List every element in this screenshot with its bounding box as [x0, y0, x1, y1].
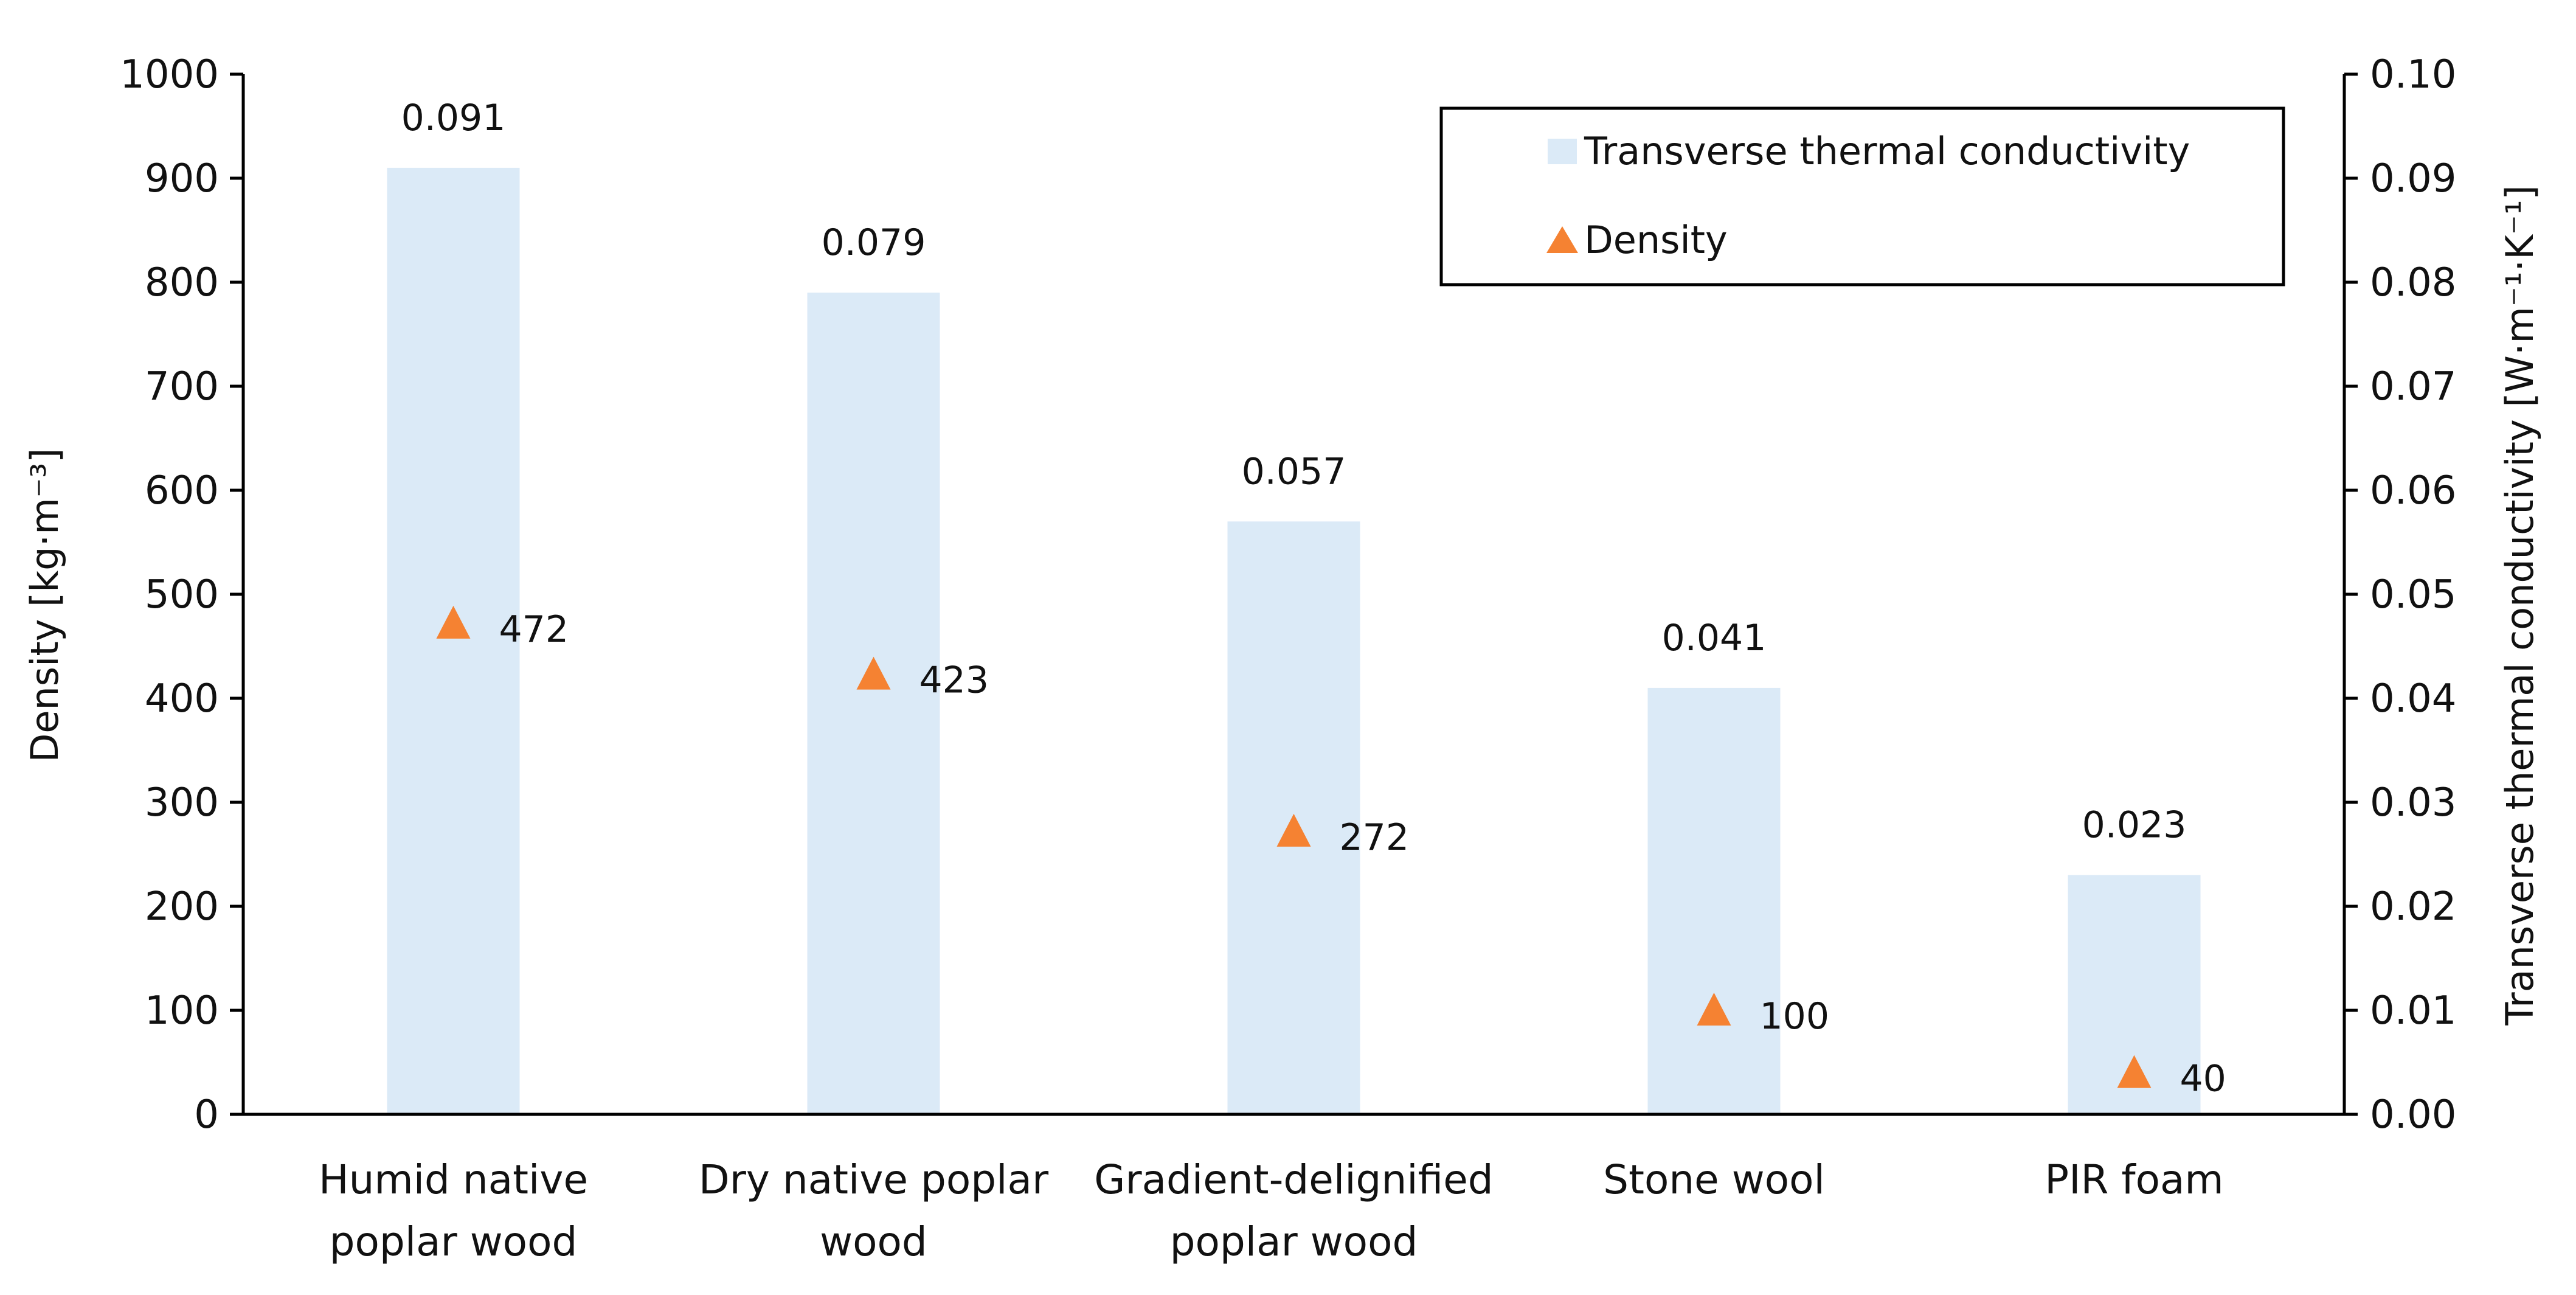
density-marker-1: [436, 605, 471, 639]
bar-value-label-5: 0.023: [2082, 804, 2187, 847]
left-tick-label: 0: [194, 1092, 219, 1137]
density-value-label-2: 423: [919, 659, 989, 702]
data-labels: 0.091 0.079 0.057 0.041 0.023 472 423 272 100 40: [401, 97, 2226, 1100]
right-tick-label: 0.00: [2370, 1092, 2457, 1137]
legend: Transverse thermal conductivity Density: [1439, 106, 2285, 286]
legend-triangle-marker-icon: [1546, 226, 1578, 253]
category-label-line: poplar wood: [1170, 1218, 1418, 1265]
right-tick-label: 0.06: [2370, 468, 2457, 513]
left-tick-label: 100: [145, 988, 219, 1033]
category-label-4: Stone wool: [1603, 1156, 1825, 1203]
left-tick-label: 600: [145, 468, 219, 513]
category-label-1: Humid native poplar wood: [319, 1156, 588, 1265]
legend-bar-swatch: [1548, 139, 1577, 164]
category-labels: Humid native poplar wood Dry native poplar…: [319, 1156, 2224, 1265]
right-tick-label: 0.02: [2370, 884, 2457, 929]
left-tick-label: 800: [145, 260, 219, 305]
category-label-line: Humid native: [319, 1156, 588, 1203]
density-marker-5: [2117, 1055, 2152, 1088]
markers-layer: [436, 605, 2152, 1088]
bar-value-label-4: 0.041: [1662, 617, 1767, 659]
density-marker-4: [1697, 993, 1731, 1026]
density-value-label-4: 100: [1760, 995, 1830, 1038]
legend-label-thermal-conductivity: Transverse thermal conductivity: [1584, 129, 2190, 173]
ticks-layer: 0 100 200 300 400 500 600 700 800 900 1000 0.00 0.01…: [120, 52, 2456, 1137]
bar-value-label-2: 0.079: [822, 221, 926, 264]
right-tick-label: 0.07: [2370, 364, 2457, 409]
category-label-3: Gradient-delignified poplar wood: [1094, 1156, 1493, 1265]
category-label-line: PIR foam: [2045, 1156, 2223, 1203]
right-tick-label: 0.05: [2370, 572, 2457, 617]
density-marker-3: [1276, 813, 1311, 847]
left-tick-label: 1000: [120, 52, 219, 97]
bars-layer: [387, 167, 2201, 1115]
right-tick-label: 0.08: [2370, 260, 2457, 305]
bar-2: [807, 293, 940, 1115]
right-tick-label: 0.10: [2370, 52, 2457, 97]
category-label-line: poplar wood: [330, 1218, 578, 1265]
density-value-label-5: 40: [2180, 1058, 2226, 1100]
left-tick-label: 200: [145, 884, 219, 929]
density-value-label-3: 272: [1340, 816, 1410, 859]
category-label-line: Gradient-delignified: [1094, 1156, 1493, 1203]
category-label-line: Dry native poplar: [699, 1156, 1049, 1203]
left-tick-label: 400: [145, 676, 219, 721]
right-tick-label: 0.09: [2370, 156, 2457, 201]
left-axis-title: Density [kg·m⁻³]: [23, 448, 67, 763]
bar-value-label-1: 0.091: [401, 97, 506, 139]
right-tick-label: 0.03: [2370, 780, 2457, 825]
category-label-5: PIR foam: [2045, 1156, 2223, 1203]
left-tick-label: 900: [145, 156, 219, 201]
left-tick-label: 500: [145, 572, 219, 617]
right-tick-label: 0.01: [2370, 988, 2457, 1033]
density-value-label-1: 472: [499, 608, 569, 651]
bar-1: [387, 167, 520, 1114]
right-axis-title: Transverse thermal conductivity [W·m⁻¹·K…: [2498, 185, 2542, 1026]
category-label-line: wood: [820, 1218, 927, 1265]
legend-label-density: Density: [1584, 218, 1728, 262]
category-label-2: Dry native poplar wood: [699, 1156, 1049, 1265]
bar-4: [1647, 687, 1781, 1114]
category-label-line: Stone wool: [1603, 1156, 1825, 1203]
bar-value-label-3: 0.057: [1242, 450, 1346, 493]
density-marker-2: [856, 656, 891, 690]
legend-box: [1439, 106, 2285, 286]
left-tick-label: 700: [145, 364, 219, 409]
left-tick-label: 300: [145, 780, 219, 825]
right-tick-label: 0.04: [2370, 676, 2457, 721]
